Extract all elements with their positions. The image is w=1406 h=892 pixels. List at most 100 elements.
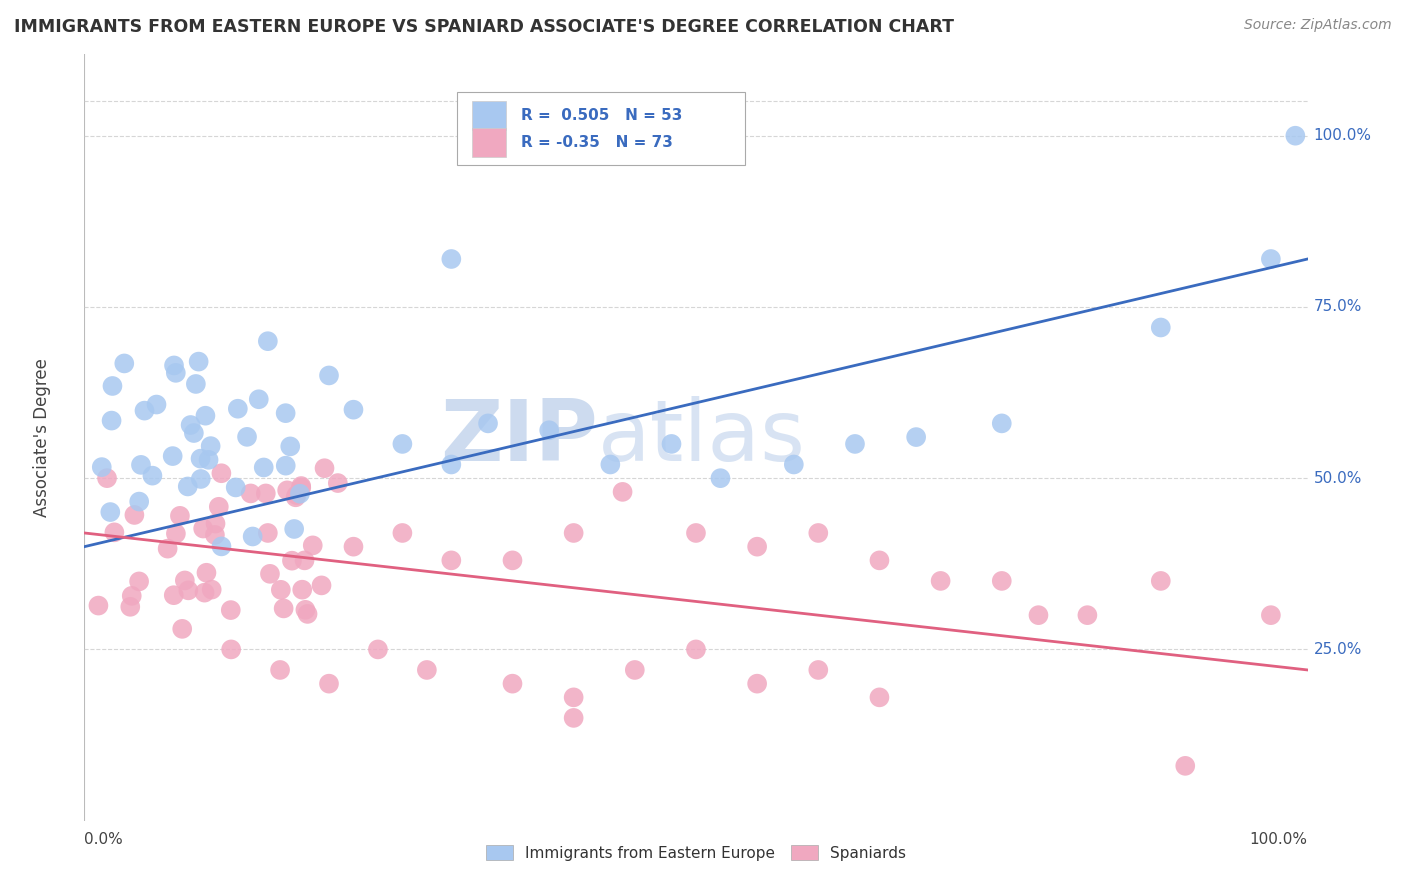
- FancyBboxPatch shape: [472, 128, 506, 157]
- Text: 75.0%: 75.0%: [1313, 300, 1362, 315]
- Point: [172, 622, 194, 636]
- Point: [120, 599, 142, 614]
- Point: [219, 642, 242, 657]
- Point: [747, 540, 769, 554]
- Point: [440, 458, 463, 472]
- Point: [195, 566, 218, 580]
- Point: [165, 526, 187, 541]
- Point: [165, 366, 187, 380]
- Point: [391, 526, 413, 541]
- Point: [90, 460, 112, 475]
- Point: [201, 582, 224, 597]
- Point: [219, 603, 242, 617]
- Text: atlas: atlas: [598, 395, 806, 479]
- Point: [180, 417, 202, 432]
- Point: [869, 690, 891, 705]
- Point: [124, 508, 146, 522]
- Point: [98, 505, 121, 519]
- Point: [197, 452, 219, 467]
- Point: [162, 449, 184, 463]
- Point: [273, 601, 295, 615]
- Text: R = -0.35   N = 73: R = -0.35 N = 73: [522, 135, 673, 150]
- Text: ZIP: ZIP: [440, 395, 598, 479]
- Legend: Immigrants from Eastern Europe, Spaniards: Immigrants from Eastern Europe, Spaniard…: [479, 838, 912, 867]
- Point: [288, 487, 311, 501]
- Point: [283, 522, 305, 536]
- Point: [685, 526, 707, 541]
- Point: [314, 461, 336, 475]
- Point: [276, 483, 298, 498]
- Point: [128, 574, 150, 589]
- Point: [1150, 574, 1173, 588]
- Text: 50.0%: 50.0%: [1313, 471, 1362, 485]
- Point: [209, 467, 232, 481]
- Point: [194, 409, 217, 423]
- Point: [297, 607, 319, 621]
- FancyBboxPatch shape: [472, 101, 506, 130]
- Point: [247, 392, 270, 407]
- Point: [100, 414, 122, 428]
- Point: [290, 481, 312, 495]
- Point: [269, 663, 291, 677]
- Point: [242, 529, 264, 543]
- Point: [183, 425, 205, 440]
- Point: [905, 430, 928, 444]
- Point: [129, 458, 152, 472]
- Point: [1284, 128, 1306, 143]
- Point: [311, 578, 333, 592]
- Point: [236, 430, 259, 444]
- Point: [294, 603, 316, 617]
- Point: [96, 471, 118, 485]
- Point: [156, 541, 179, 556]
- Point: [187, 354, 209, 368]
- Point: [163, 359, 186, 373]
- Point: [281, 554, 304, 568]
- Point: [173, 574, 195, 588]
- Point: [844, 437, 866, 451]
- Point: [141, 468, 163, 483]
- Text: R =  0.505   N = 53: R = 0.505 N = 53: [522, 108, 682, 123]
- Point: [87, 599, 110, 613]
- Point: [274, 406, 297, 420]
- Point: [294, 553, 316, 567]
- Point: [1150, 320, 1173, 334]
- Point: [177, 583, 200, 598]
- Point: [193, 522, 215, 536]
- Point: [562, 526, 585, 541]
- Point: [318, 368, 340, 383]
- Point: [239, 486, 262, 500]
- Point: [121, 589, 143, 603]
- Text: 100.0%: 100.0%: [1313, 128, 1372, 144]
- Point: [253, 460, 276, 475]
- Point: [318, 676, 340, 690]
- Point: [254, 486, 277, 500]
- Point: [869, 553, 891, 567]
- Point: [184, 376, 207, 391]
- Point: [211, 540, 233, 554]
- Point: [991, 417, 1014, 431]
- Point: [270, 582, 292, 597]
- Point: [440, 553, 463, 567]
- Text: Associate's Degree: Associate's Degree: [32, 358, 51, 516]
- Point: [284, 491, 307, 505]
- Point: [226, 401, 249, 416]
- Point: [1174, 759, 1197, 773]
- Point: [391, 437, 413, 451]
- Point: [783, 458, 806, 472]
- Point: [291, 582, 314, 597]
- FancyBboxPatch shape: [457, 92, 745, 165]
- Point: [709, 471, 731, 485]
- Point: [562, 690, 585, 705]
- Point: [204, 528, 226, 542]
- Point: [128, 494, 150, 508]
- Point: [416, 663, 439, 677]
- Point: [274, 458, 297, 473]
- Point: [112, 356, 135, 370]
- Point: [190, 451, 212, 466]
- Point: [807, 663, 830, 677]
- Text: 25.0%: 25.0%: [1313, 642, 1362, 657]
- Point: [807, 526, 830, 541]
- Point: [1076, 608, 1098, 623]
- Point: [257, 334, 280, 349]
- Point: [103, 525, 125, 540]
